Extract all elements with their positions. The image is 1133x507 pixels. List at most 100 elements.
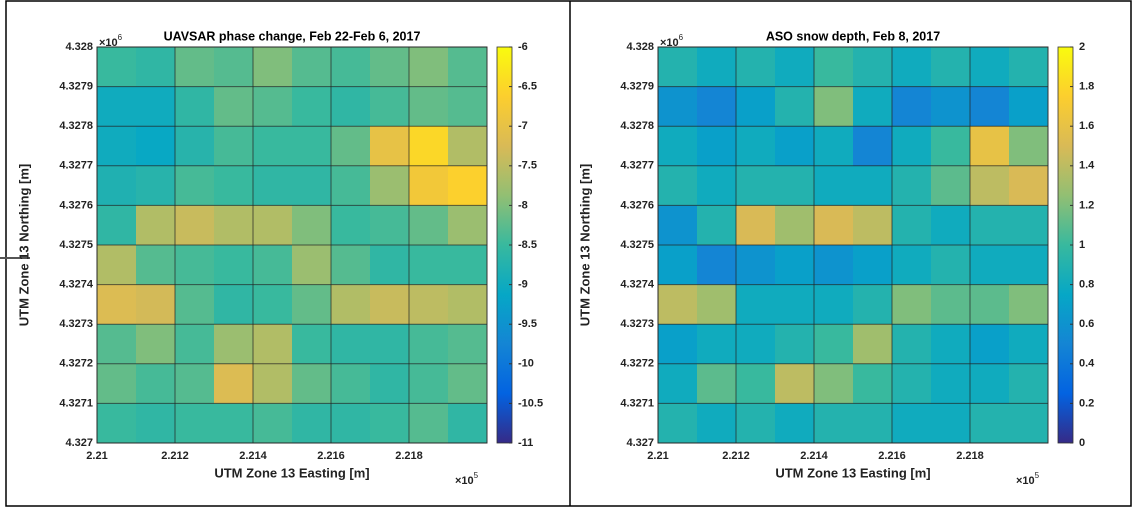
heatmap-cell	[814, 364, 854, 404]
heatmap-cell	[292, 205, 332, 245]
heatmap-cell	[775, 324, 815, 364]
x-tick-label: 2.212	[722, 450, 750, 462]
heatmap-cell	[253, 403, 293, 443]
heatmap-cell	[970, 126, 1010, 166]
heatmap-cell	[370, 324, 410, 364]
heatmap-cell	[970, 285, 1010, 325]
heatmap-cell	[658, 205, 698, 245]
heatmap-cell	[331, 285, 371, 325]
heatmap-cell	[853, 87, 893, 127]
heatmap-cell	[892, 126, 932, 166]
colorbar-tick-label: -7.5	[518, 160, 537, 172]
heatmap-cell	[409, 47, 449, 87]
heatmap-cell	[136, 166, 176, 206]
x-tick-label: 2.216	[317, 450, 345, 462]
heatmap-cell	[175, 47, 215, 87]
heatmap-cell	[214, 403, 254, 443]
heatmap-cell	[736, 87, 776, 127]
heatmap-cell	[292, 87, 332, 127]
heatmap-cell	[970, 324, 1010, 364]
heatmap-cell	[775, 126, 815, 166]
colorbar-tick-label: 1.2	[1079, 199, 1094, 211]
x-tick-label: 2.214	[800, 450, 828, 462]
colorbar-tick-label: 0.8	[1079, 279, 1094, 291]
colorbar-tick-label: -11	[518, 437, 533, 449]
heatmap-cell	[370, 205, 410, 245]
heatmap-cell	[214, 245, 254, 285]
heatmap-cell	[175, 403, 215, 443]
heatmap-cell	[970, 245, 1010, 285]
heatmap-cell	[736, 47, 776, 87]
heatmap-cell	[448, 245, 488, 285]
x-tick-label: 2.212	[161, 450, 189, 462]
y-tick-label: 4.3273	[59, 318, 93, 330]
heatmap-cell	[970, 403, 1010, 443]
colorbar-tick-label: 1.6	[1079, 120, 1094, 132]
heatmap-cell	[814, 285, 854, 325]
heatmap-cell	[331, 166, 371, 206]
axis-multiplier: ×105	[1016, 471, 1040, 487]
heatmap-cell	[214, 126, 254, 166]
heatmap-cell	[253, 126, 293, 166]
heatmap-cell	[1009, 324, 1049, 364]
heatmap-cell	[136, 205, 176, 245]
heatmap-cell	[448, 324, 488, 364]
chart-title: ASO snow depth, Feb 8, 2017	[766, 29, 940, 43]
colorbar-tick-label: -10.5	[518, 397, 543, 409]
colorbar-tick-label: 0.6	[1079, 318, 1094, 330]
heatmap-cell	[736, 403, 776, 443]
y-tick-label: 4.3272	[620, 358, 654, 370]
heatmap-cell	[370, 87, 410, 127]
heatmap-cell	[97, 364, 137, 404]
heatmap-cell	[370, 403, 410, 443]
heatmap-cell	[448, 47, 488, 87]
x-axis-label: UTM Zone 13 Easting [m]	[775, 465, 930, 480]
heatmap-cell	[1009, 285, 1049, 325]
heatmap-cell	[292, 324, 332, 364]
heatmap-cell	[814, 324, 854, 364]
heatmap-cell	[214, 324, 254, 364]
heatmap-cell	[175, 166, 215, 206]
heatmap-cell	[775, 87, 815, 127]
x-tick-label: 2.218	[956, 450, 984, 462]
heatmap-cell	[409, 364, 449, 404]
heatmap-cell	[331, 126, 371, 166]
heatmap-cell	[97, 324, 137, 364]
multiplier-base: ×10	[660, 37, 679, 49]
heatmap-cell	[931, 47, 971, 87]
y-tick-label: 4.3277	[620, 160, 654, 172]
x-axis-label: UTM Zone 13 Easting [m]	[214, 465, 369, 480]
heatmap-cell	[658, 403, 698, 443]
heatmap-cell	[658, 324, 698, 364]
heatmap-cell	[697, 205, 737, 245]
y-tick-label: 4.3279	[59, 81, 93, 93]
heatmap-cell	[136, 126, 176, 166]
heatmap-cell	[97, 285, 137, 325]
x-tick-label: 2.214	[239, 450, 267, 462]
heatmap-cell	[175, 87, 215, 127]
heatmap-cell	[892, 285, 932, 325]
heatmap-cell	[370, 126, 410, 166]
heatmap-cell	[136, 285, 176, 325]
heatmap-cell	[292, 126, 332, 166]
heatmap-cell	[931, 166, 971, 206]
heatmap-cell	[253, 47, 293, 87]
multiplier-base: ×10	[455, 475, 474, 487]
heatmap-cell	[214, 87, 254, 127]
heatmap-cell	[658, 285, 698, 325]
heatmap-cell	[1009, 87, 1049, 127]
heatmap-cell	[892, 47, 932, 87]
heatmap-cell	[970, 364, 1010, 404]
heatmap-cell	[253, 364, 293, 404]
heatmap-cell	[292, 166, 332, 206]
heatmap-cell	[736, 126, 776, 166]
heatmap-cell	[448, 87, 488, 127]
heatmap-cell	[331, 47, 371, 87]
heatmap-cell	[214, 205, 254, 245]
heatmap-cell	[370, 166, 410, 206]
heatmap-cell	[97, 403, 137, 443]
heatmap-cell	[97, 47, 137, 87]
heatmap-cell	[697, 364, 737, 404]
heatmap-cell	[409, 166, 449, 206]
heatmap-cell	[448, 364, 488, 404]
